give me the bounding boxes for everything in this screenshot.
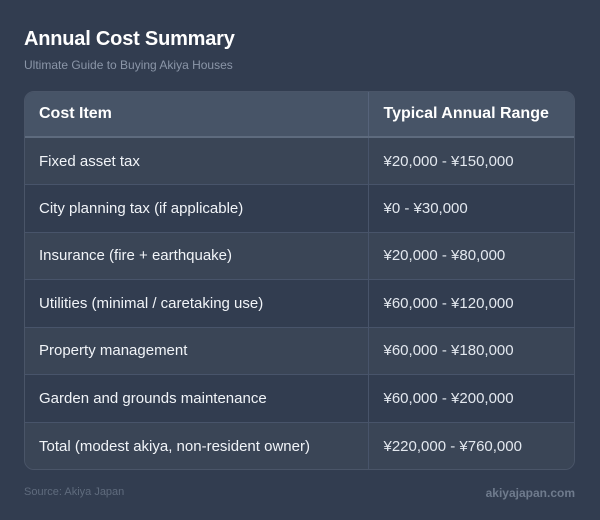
table-row: City planning tax (if applicable) ¥0 - ¥… [25,184,574,232]
table-row: Utilities (minimal / caretaking use) ¥60… [25,279,574,327]
annual-range-cell: ¥60,000 - ¥200,000 [367,374,574,422]
cost-item-cell: Insurance (fire + earthquake) [25,231,368,280]
annual-range-cell: ¥20,000 - ¥80,000 [367,231,574,280]
table-row-total: Total (modest akiya, non-resident owner)… [25,421,574,469]
column-header-cost-item: Cost Item [25,92,368,138]
cost-item-cell: Fixed asset tax [39,152,140,170]
annual-range-cell: ¥20,000 - ¥150,000 [367,137,574,185]
table-row: Fixed asset tax ¥20,000 - ¥150,000 [25,137,574,185]
column-header-annual-range: Typical Annual Range [367,92,574,138]
table-row: Insurance (fire + earthquake) ¥20,000 - … [25,231,574,280]
cost-item-cell: Garden and grounds maintenance [25,374,368,422]
table-header-row: Cost Item Typical Annual Range [25,92,574,138]
annual-range-cell: ¥60,000 - ¥120,000 [367,279,574,327]
cost-item-cell: Total (modest akiya, non-resident owner) [25,421,368,469]
page-title: Annual Cost Summary [24,28,235,50]
table-row: Garden and grounds maintenance ¥60,000 -… [25,374,574,422]
cost-item-cell: City planning tax (if applicable) [25,184,368,232]
cost-item-cell: Utilities (minimal / caretaking use) [25,279,368,327]
source-credit: Source: Akiya Japan [24,486,125,498]
cost-table: Cost Item Typical Annual Range Fixed ass… [24,91,575,470]
page-subtitle: Ultimate Guide to Buying Akiya Houses [24,58,233,72]
annual-range-cell: ¥220,000 - ¥760,000 [367,421,574,469]
cost-item-cell: Property management [25,326,368,375]
annual-range-cell: ¥60,000 - ¥180,000 [367,326,574,375]
site-watermark: akiyajapan.com [485,486,575,500]
table-row: Property management ¥60,000 - ¥180,000 [25,326,574,375]
annual-range-cell: ¥0 - ¥30,000 [367,184,574,232]
